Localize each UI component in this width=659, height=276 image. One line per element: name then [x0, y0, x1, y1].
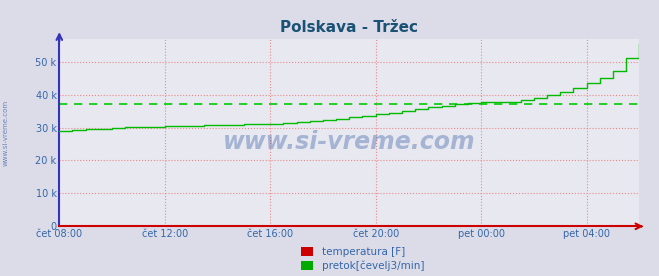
Text: www.si-vreme.com: www.si-vreme.com [223, 130, 476, 154]
Legend: temperatura [F], pretok[čevelj3/min]: temperatura [F], pretok[čevelj3/min] [301, 247, 424, 271]
Text: www.si-vreme.com: www.si-vreme.com [2, 99, 9, 166]
Title: Polskava - Tržec: Polskava - Tržec [280, 20, 418, 35]
